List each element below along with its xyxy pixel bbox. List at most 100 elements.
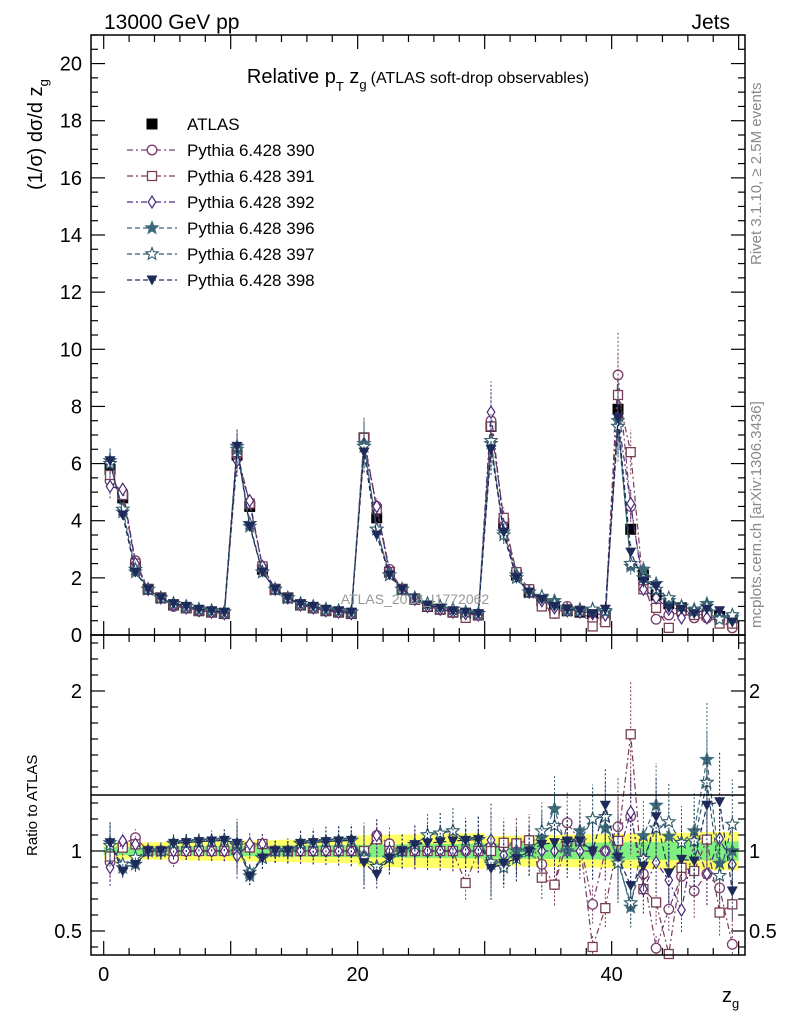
main-point xyxy=(104,456,116,467)
ratio-series-2 xyxy=(104,680,738,960)
main-point xyxy=(460,607,472,618)
ratio-point xyxy=(244,871,256,882)
tick-label: 0 xyxy=(98,964,109,986)
main-point xyxy=(422,600,434,611)
main-point xyxy=(676,610,687,625)
main-point xyxy=(155,593,167,604)
ratio-point xyxy=(663,868,675,879)
title-sub-t: T xyxy=(336,79,344,94)
main-point xyxy=(256,567,268,578)
main-point xyxy=(269,584,281,595)
watermark: ATLAS_2019_I1772062 xyxy=(341,591,490,607)
ratio-point xyxy=(584,810,601,826)
legend: ATLAS Pythia 6.428 390 Pythia 6.428 391 Pyt… xyxy=(127,115,315,290)
main-point xyxy=(498,527,510,538)
legend-entry-6: Pythia 6.428 398 xyxy=(127,271,315,290)
title-main: Relative p xyxy=(247,66,336,88)
ratio-point xyxy=(155,846,167,857)
ratio-point xyxy=(599,800,611,811)
main-point xyxy=(142,584,154,595)
ratio-point xyxy=(168,838,180,849)
main-point xyxy=(623,555,639,570)
header-right: Jets xyxy=(691,11,730,34)
main-point xyxy=(371,512,383,524)
ratio-point xyxy=(612,852,624,863)
ratio-point xyxy=(105,860,115,875)
ratio-plot-frame xyxy=(90,634,746,956)
ratio-point xyxy=(673,834,690,849)
main-series-6 xyxy=(104,381,738,628)
main-point xyxy=(345,607,357,618)
main-point xyxy=(358,447,370,458)
ratio-point xyxy=(699,774,715,789)
main-point xyxy=(333,606,345,617)
legend-entry-5: Pythia 6.428 397 xyxy=(127,245,315,264)
ratio-point xyxy=(447,836,459,847)
ratio-point xyxy=(726,938,738,950)
main-point xyxy=(218,607,230,618)
tick-label: 1 xyxy=(71,841,82,863)
ratio-point xyxy=(307,838,319,849)
ratio-point xyxy=(333,836,345,847)
main-point xyxy=(638,582,648,597)
ratio-point xyxy=(536,872,547,883)
side-label-top: Rivet 3.1.10, ≥ 2.5M events xyxy=(748,83,765,266)
legend-marker xyxy=(144,219,160,235)
legend-entry-0: ATLAS xyxy=(146,115,240,134)
ratio-point xyxy=(663,903,675,915)
tick-label: 10 xyxy=(60,339,82,361)
main-point xyxy=(663,603,675,614)
main-point xyxy=(688,609,700,620)
ratio-point xyxy=(193,837,205,848)
tick-label: 0 xyxy=(71,625,82,647)
tick-label: 2 xyxy=(71,681,82,703)
ratio-point xyxy=(231,838,243,849)
legend-label: Pythia 6.428 390 xyxy=(187,141,315,160)
ratio-point xyxy=(561,837,573,848)
side-label-bottom: mcplots.cern.ch [arXiv:1306.3436] xyxy=(748,401,765,628)
title-tail: (ATLAS soft-drop observables) xyxy=(371,70,589,87)
main-point xyxy=(129,567,141,578)
ratio-point xyxy=(485,864,497,875)
ratio-point xyxy=(688,856,700,867)
tick-label: 14 xyxy=(60,225,82,247)
ratio-point xyxy=(409,840,421,851)
main-point xyxy=(599,604,611,615)
ratio-point xyxy=(383,853,395,864)
ratio-point xyxy=(600,902,611,914)
main-point xyxy=(282,593,294,604)
title-sub-g: g xyxy=(359,77,366,92)
ratio-point xyxy=(422,838,434,849)
main-point xyxy=(726,617,738,628)
ratio-point xyxy=(676,902,687,918)
legend-entry-2: Pythia 6.428 391 xyxy=(127,167,315,186)
legend-label: Pythia 6.428 397 xyxy=(187,245,315,264)
main-ylabel-text: (1/σ) dσ/d z xyxy=(25,86,47,190)
ratio-point xyxy=(650,812,662,823)
ratio-point xyxy=(701,800,713,811)
legend-label: Pythia 6.428 396 xyxy=(187,219,315,238)
tick-label: 0.5 xyxy=(749,921,777,943)
ratio-point xyxy=(142,846,154,857)
main-point xyxy=(307,601,319,612)
main-point xyxy=(447,606,459,617)
legend-entry-1: Pythia 6.428 390 xyxy=(127,141,315,160)
ratio-point xyxy=(320,837,332,848)
ratio-point xyxy=(549,879,560,890)
main-ylabel: (1/σ) dσ/d zg xyxy=(25,79,51,190)
tick-label: 20 xyxy=(347,964,369,986)
legend-label: Pythia 6.428 398 xyxy=(187,271,315,290)
main-point xyxy=(701,604,713,615)
ratio-point xyxy=(625,881,637,892)
main-point xyxy=(637,576,649,587)
main-point xyxy=(105,479,115,494)
xlabel-sub: g xyxy=(732,996,739,1011)
main-point xyxy=(396,584,408,595)
main-point xyxy=(168,599,180,610)
tick-label: 2 xyxy=(71,568,82,590)
main-point xyxy=(587,609,599,620)
main-point xyxy=(372,499,382,514)
ratio-point xyxy=(180,838,192,849)
main-point xyxy=(231,441,243,452)
